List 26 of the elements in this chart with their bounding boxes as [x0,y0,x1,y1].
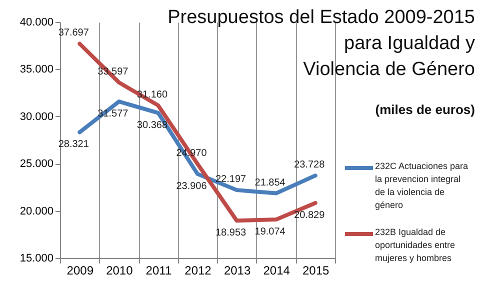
data-label: 19.074 [254,226,286,238]
x-tick-label: 2009 [66,264,94,278]
data-label: 23.728 [294,160,326,171]
y-tick-label: 40.000 [20,16,54,28]
data-label: 21.854 [254,177,286,188]
text: Presupuestos del Estado 2009-2015 para Igualdad y Violencia de Género [168,7,476,80]
y-tick-label: 20.000 [20,205,54,218]
y-tick-label: 15.000 [20,252,54,264]
x-tick-label: 2010 [106,264,134,278]
x-tick-label: 2012 [184,264,212,278]
y-tick-label: 30.000 [20,110,54,123]
text: (miles de euros) [375,102,475,117]
data-label: 22.197 [215,174,247,186]
y-tick-label: 35.000 [20,64,54,76]
x-tick-label: 2011 [146,264,172,278]
x-tick-label: 2015 [302,264,330,278]
x-tick-label: 2013 [224,264,251,278]
legend-label: 232B Igualdad de oportunidades entre mujeres y hombres [375,227,456,263]
data-label: 28.321 [58,139,90,150]
data-label: 23.906 [176,180,208,192]
data-label: 37.697 [58,28,90,39]
y-tick-label: 25.000 [20,158,54,170]
legend-label: 232C Actuaciones para la prevencion integral de la violencia de género [375,161,468,210]
x-tick-label: 2014 [263,264,290,278]
data-label: 18.953 [215,228,247,239]
data-label: 20.829 [294,210,326,221]
